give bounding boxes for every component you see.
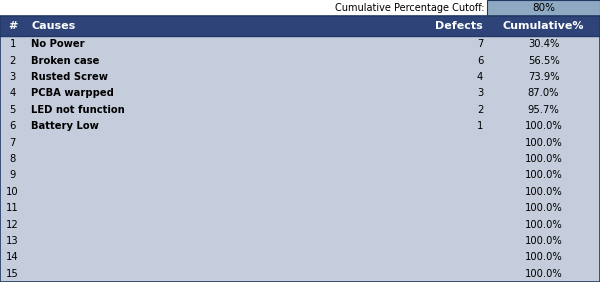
Text: #: # xyxy=(8,21,17,31)
Text: 12: 12 xyxy=(6,220,19,230)
Text: 15: 15 xyxy=(6,269,19,279)
Text: Battery Low: Battery Low xyxy=(31,121,99,131)
Bar xyxy=(0,36,600,52)
Text: 9: 9 xyxy=(10,170,16,180)
Text: Cumulative Percentage Cutoff:: Cumulative Percentage Cutoff: xyxy=(335,3,484,13)
Bar xyxy=(0,184,600,200)
Bar xyxy=(0,69,600,85)
Text: Broken case: Broken case xyxy=(31,56,100,66)
Text: 100.0%: 100.0% xyxy=(525,121,562,131)
Text: 87.0%: 87.0% xyxy=(528,88,559,98)
Bar xyxy=(0,16,600,36)
Text: 7: 7 xyxy=(10,138,16,147)
Bar xyxy=(0,52,600,69)
Bar xyxy=(487,0,600,16)
Text: 4: 4 xyxy=(10,88,16,98)
Text: 2: 2 xyxy=(477,105,483,115)
Text: No Power: No Power xyxy=(31,39,85,49)
Text: PCBA warpped: PCBA warpped xyxy=(31,88,114,98)
Text: 4: 4 xyxy=(477,72,483,82)
Text: 100.0%: 100.0% xyxy=(525,170,562,180)
Text: 1: 1 xyxy=(10,39,16,49)
Text: 14: 14 xyxy=(6,252,19,262)
Text: 8: 8 xyxy=(10,154,16,164)
Bar xyxy=(0,266,600,282)
Bar xyxy=(487,0,600,16)
Text: Cumulative%: Cumulative% xyxy=(503,21,584,31)
Bar xyxy=(0,200,600,216)
Text: 100.0%: 100.0% xyxy=(525,220,562,230)
Text: 100.0%: 100.0% xyxy=(525,236,562,246)
Bar xyxy=(0,135,600,151)
Text: 1: 1 xyxy=(477,121,483,131)
Bar xyxy=(0,167,600,184)
Text: 13: 13 xyxy=(6,236,19,246)
Text: Causes: Causes xyxy=(31,21,76,31)
Text: 11: 11 xyxy=(6,203,19,213)
Text: 3: 3 xyxy=(10,72,16,82)
Bar xyxy=(0,102,600,118)
Text: LED not function: LED not function xyxy=(31,105,125,115)
Text: 2: 2 xyxy=(10,56,16,66)
Text: 100.0%: 100.0% xyxy=(525,269,562,279)
Text: 6: 6 xyxy=(477,56,483,66)
Bar xyxy=(0,233,600,249)
Bar xyxy=(0,0,600,16)
Text: Defects: Defects xyxy=(436,21,483,31)
Text: 100.0%: 100.0% xyxy=(525,187,562,197)
Bar xyxy=(0,151,600,167)
Text: 5: 5 xyxy=(10,105,16,115)
Text: Rusted Screw: Rusted Screw xyxy=(31,72,108,82)
Text: 7: 7 xyxy=(477,39,483,49)
Text: 10: 10 xyxy=(6,187,19,197)
Bar xyxy=(0,118,600,135)
Text: 3: 3 xyxy=(477,88,483,98)
Bar xyxy=(0,85,600,102)
Text: 80%: 80% xyxy=(532,3,555,13)
Text: 100.0%: 100.0% xyxy=(525,203,562,213)
Text: 30.4%: 30.4% xyxy=(528,39,559,49)
Text: 73.9%: 73.9% xyxy=(528,72,559,82)
Text: 100.0%: 100.0% xyxy=(525,154,562,164)
Text: 95.7%: 95.7% xyxy=(528,105,559,115)
Text: 56.5%: 56.5% xyxy=(528,56,559,66)
Text: 100.0%: 100.0% xyxy=(525,138,562,147)
Bar xyxy=(0,216,600,233)
Text: 100.0%: 100.0% xyxy=(525,252,562,262)
Text: 6: 6 xyxy=(10,121,16,131)
Bar xyxy=(0,249,600,266)
